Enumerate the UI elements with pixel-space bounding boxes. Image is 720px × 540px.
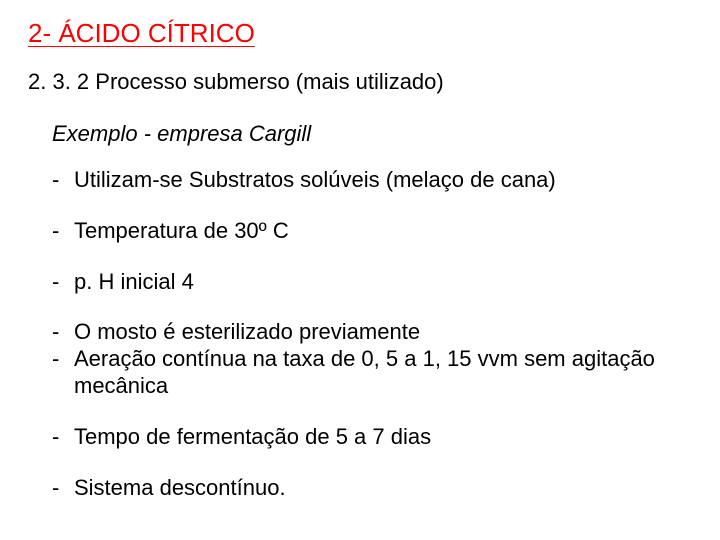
list-item: Sistema descontínuo.: [52, 475, 692, 502]
slide: 2- ÁCIDO CÍTRICO 2. 3. 2 Processo submer…: [0, 0, 720, 540]
list-item: Tempo de fermentação de 5 a 7 dias: [52, 424, 692, 451]
slide-subtitle: 2. 3. 2 Processo submerso (mais utilizad…: [28, 69, 692, 95]
list-item: Utilizam-se Substratos solúveis (melaço …: [52, 167, 692, 194]
list-item: Aeração contínua na taxa de 0, 5 a 1, 15…: [52, 346, 692, 400]
list-item: p. H inicial 4: [52, 269, 692, 296]
example-line: Exemplo - empresa Cargill: [52, 121, 692, 147]
bullet-list: Utilizam-se Substratos solúveis (melaço …: [28, 167, 692, 502]
slide-title: 2- ÁCIDO CÍTRICO: [28, 18, 692, 49]
list-item: O mosto é esterilizado previamente: [52, 319, 692, 346]
list-item: Temperatura de 30º C: [52, 218, 692, 245]
